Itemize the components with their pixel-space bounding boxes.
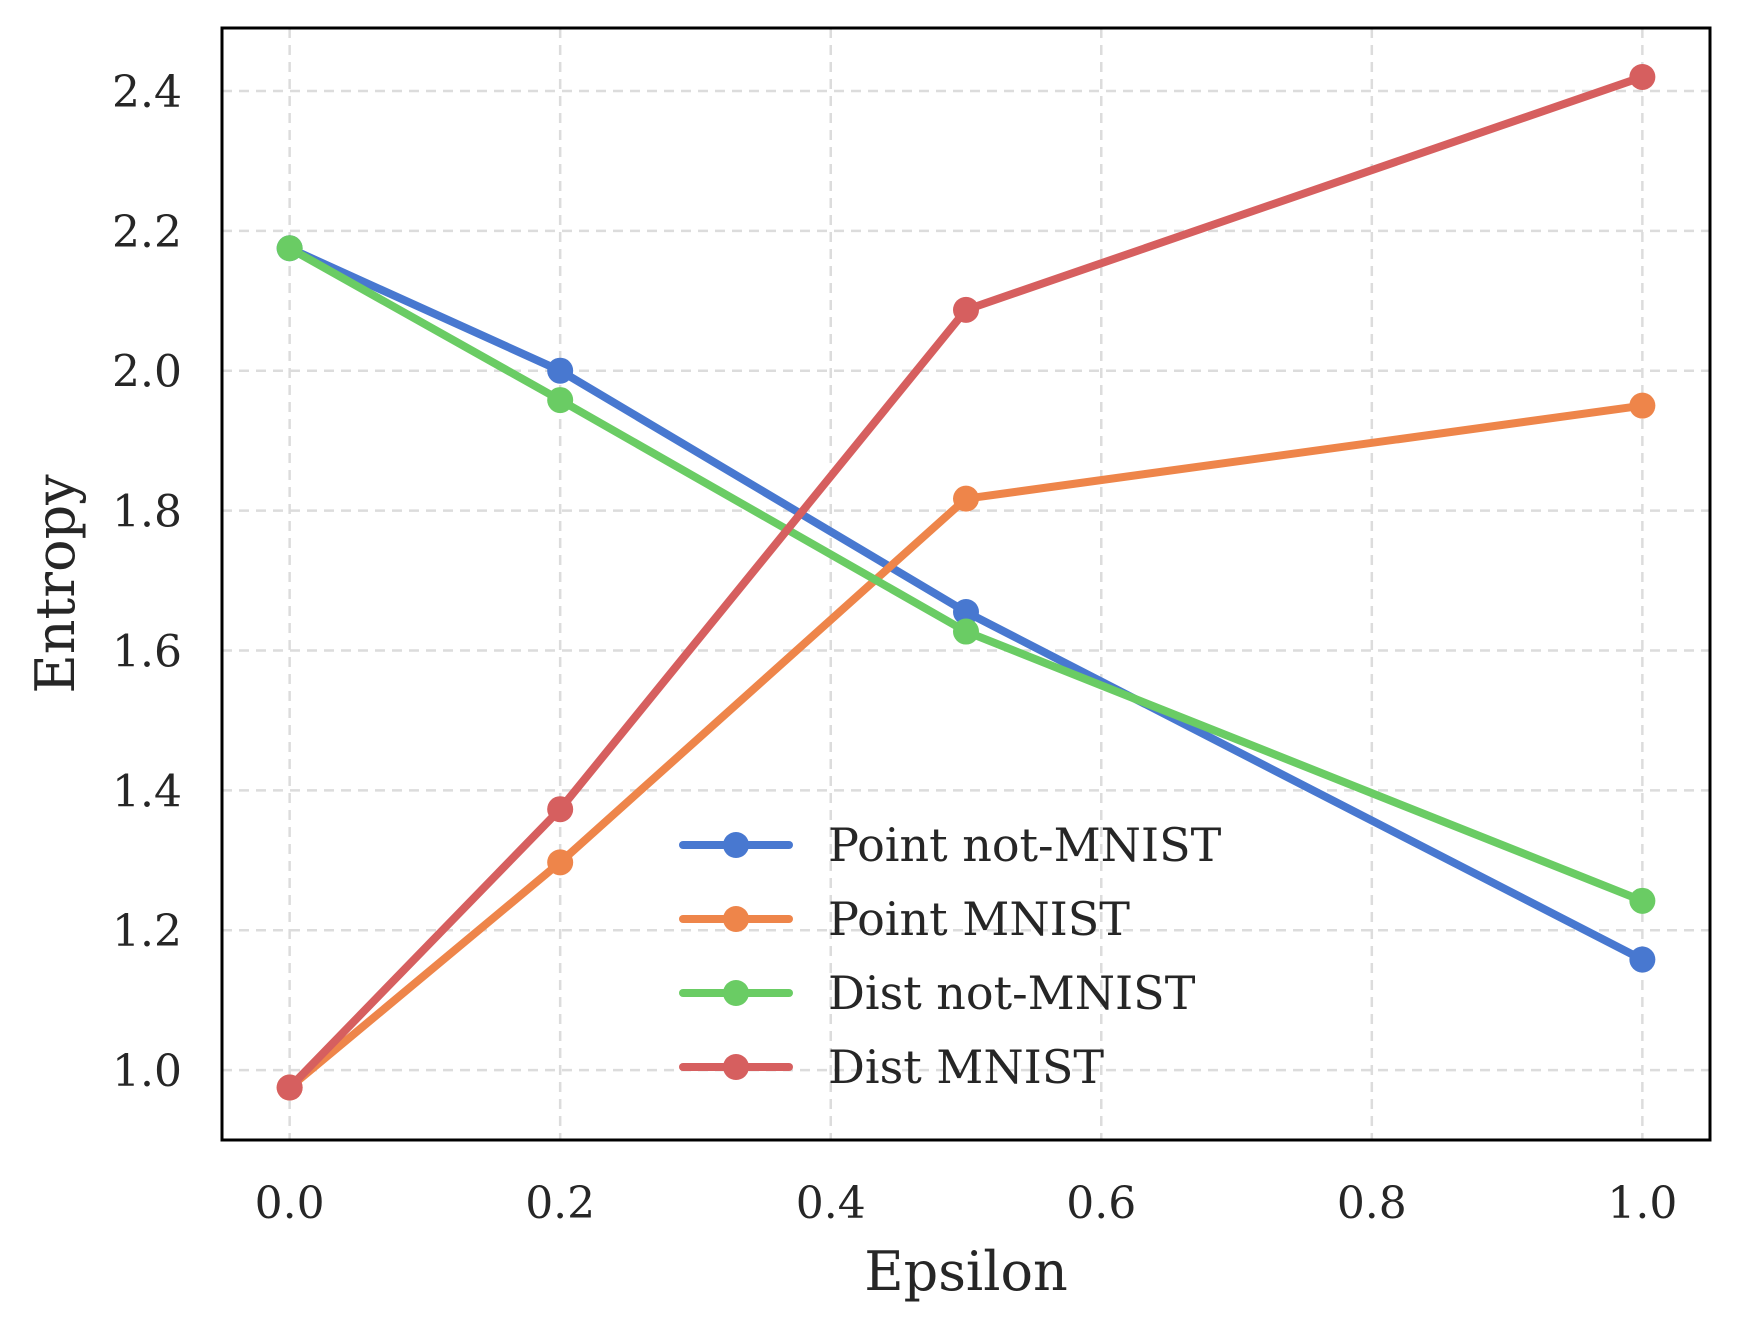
data-point-dist-mnist xyxy=(276,1074,303,1101)
y-tick-label: 2.0 xyxy=(112,347,182,398)
plot-frame xyxy=(220,26,1712,1142)
x-tick-label: 0.2 xyxy=(525,1178,595,1229)
series-points xyxy=(276,63,1656,1101)
data-point-dist-not-mnist xyxy=(547,387,574,414)
x-tick-label: 0.4 xyxy=(796,1178,866,1229)
data-point-point-mnist xyxy=(547,849,574,876)
legend-label-point-mnist: Point MNIST xyxy=(828,892,1130,946)
x-tick-label: 0.0 xyxy=(255,1178,325,1229)
data-point-point-not-mnist xyxy=(1629,946,1656,973)
legend-marker-point-mnist xyxy=(723,906,749,932)
x-axis-label: Epsilon xyxy=(864,1240,1068,1303)
y-tick-label: 2.2 xyxy=(112,207,182,258)
x-tick-label: 0.8 xyxy=(1337,1178,1407,1229)
legend: Point not-MNIST Point MNIST Dist not-MNIST… xyxy=(679,818,1222,1094)
data-point-dist-not-mnist xyxy=(276,235,303,262)
data-point-point-not-mnist xyxy=(953,598,979,625)
legend-marker-dist-mnist xyxy=(723,1054,749,1080)
series-line-dist-not-mnist xyxy=(285,244,1647,905)
series-line-point-not-mnist xyxy=(285,244,1647,964)
y-axis-label: Entropy xyxy=(24,474,87,694)
y-tick-label: 1.2 xyxy=(112,906,182,957)
series-lines xyxy=(285,72,1647,1092)
legend-label-dist-not-mnist: Dist not-MNIST xyxy=(828,966,1196,1020)
x-tick-label: 1.0 xyxy=(1607,1178,1677,1229)
data-point-dist-mnist xyxy=(1629,63,1656,90)
x-axis-ticks: 0.0 0.2 0.4 0.6 0.8 1.0 xyxy=(255,1178,1678,1229)
legend-marker-dist-not-mnist xyxy=(723,980,749,1006)
series-line-dist-mnist xyxy=(285,72,1647,1092)
y-axis-ticks: 1.0 1.2 1.4 1.6 1.8 2.0 2.2 2.4 xyxy=(112,67,182,1097)
data-point-dist-mnist xyxy=(547,796,574,823)
series-line-point-mnist xyxy=(285,401,1647,1092)
legend-marker-point-not-mnist xyxy=(723,832,749,858)
y-tick-label: 1.0 xyxy=(112,1046,182,1097)
y-tick-label: 1.4 xyxy=(112,766,182,817)
y-tick-label: 2.4 xyxy=(112,67,182,118)
data-point-point-mnist xyxy=(1629,392,1656,419)
x-tick-label: 0.6 xyxy=(1066,1178,1136,1229)
data-point-point-not-mnist xyxy=(547,357,574,384)
y-tick-label: 1.8 xyxy=(112,487,182,538)
data-point-dist-not-mnist xyxy=(1629,887,1656,914)
data-point-point-mnist xyxy=(953,485,979,512)
data-point-dist-mnist xyxy=(953,296,979,323)
legend-label-point-not-mnist: Point not-MNIST xyxy=(828,818,1222,872)
legend-label-dist-mnist: Dist MNIST xyxy=(828,1040,1104,1094)
data-point-dist-not-mnist xyxy=(953,618,979,645)
y-tick-label: 1.6 xyxy=(112,626,182,677)
